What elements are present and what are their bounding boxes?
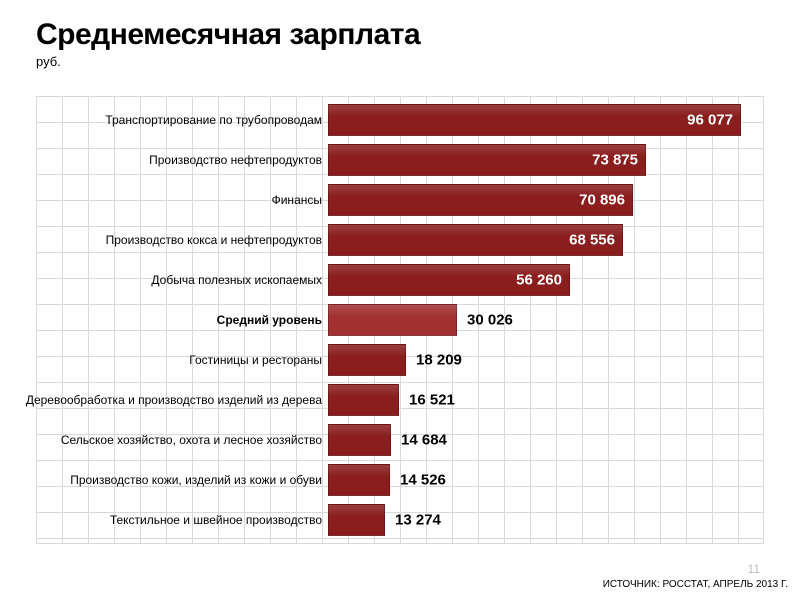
chart-row: Деревообработка и производство изделий и… [36, 384, 764, 416]
chart-row: Текстильное и швейное производство 13 274 [36, 504, 764, 536]
value-label: 13 274 [395, 512, 441, 529]
chart-row: Транспортирование по трубопроводам 96 077 [36, 104, 764, 136]
category-label: Транспортирование по трубопроводам [105, 113, 328, 127]
bar [328, 464, 390, 496]
value-label: 30 026 [467, 312, 513, 329]
bar [328, 104, 741, 136]
unit-label: руб. [36, 54, 800, 69]
bar [328, 424, 391, 456]
value-label: 70 896 [579, 192, 625, 209]
category-label: Финансы [272, 193, 328, 207]
value-label: 96 077 [687, 112, 733, 129]
value-label: 14 526 [400, 472, 446, 489]
chart-row: Добыча полезных ископаемых 56 260 [36, 264, 764, 296]
bar [328, 504, 385, 536]
bar-fill [328, 504, 385, 536]
category-label: Производство кожи, изделий из кожи и обу… [70, 473, 328, 487]
category-label: Гостиницы и рестораны [189, 353, 328, 367]
bar-fill [328, 424, 391, 456]
value-label: 68 556 [569, 232, 615, 249]
bar [328, 344, 406, 376]
value-label: 56 260 [516, 272, 562, 289]
chart-row: Производство нефтепродуктов 73 875 [36, 144, 764, 176]
header: Среднемесячная зарплата руб. [0, 0, 800, 73]
category-label: Средний уровень [217, 313, 328, 327]
bar-fill [328, 304, 457, 336]
chart-row: Средний уровень 30 026 [36, 304, 764, 336]
bar-fill [328, 384, 399, 416]
value-label: 14 684 [401, 432, 447, 449]
bar [328, 304, 457, 336]
chart-row: Гостиницы и рестораны 18 209 [36, 344, 764, 376]
bar-fill [328, 344, 406, 376]
bar-fill [328, 464, 390, 496]
value-label: 16 521 [409, 392, 455, 409]
bar [328, 384, 399, 416]
source-label: ИСТОЧНИК: РОССТАТ, АПРЕЛЬ 2013 Г. [603, 579, 788, 590]
chart-row: Сельское хозяйство, охота и лесное хозяй… [36, 424, 764, 456]
category-label: Текстильное и швейное производство [110, 513, 328, 527]
category-label: Производство кокса и нефтепродуктов [106, 233, 328, 247]
value-label: 73 875 [592, 152, 638, 169]
chart-rows: Транспортирование по трубопроводам 96 077… [36, 96, 764, 544]
chart-row: Финансы 70 896 [36, 184, 764, 216]
category-label: Добыча полезных ископаемых [151, 273, 328, 287]
chart-row: Производство кокса и нефтепродуктов 68 55… [36, 224, 764, 256]
salary-bar-chart: Транспортирование по трубопроводам 96 077… [36, 96, 764, 544]
page-number: 11 [748, 562, 760, 576]
value-label: 18 209 [416, 352, 462, 369]
category-label: Производство нефтепродуктов [149, 153, 328, 167]
bar-fill [328, 104, 741, 136]
chart-row: Производство кожи, изделий из кожи и обу… [36, 464, 764, 496]
category-label: Деревообработка и производство изделий и… [26, 393, 328, 407]
category-label: Сельское хозяйство, охота и лесное хозяй… [61, 433, 328, 447]
page-title: Среднемесячная зарплата [36, 18, 800, 52]
